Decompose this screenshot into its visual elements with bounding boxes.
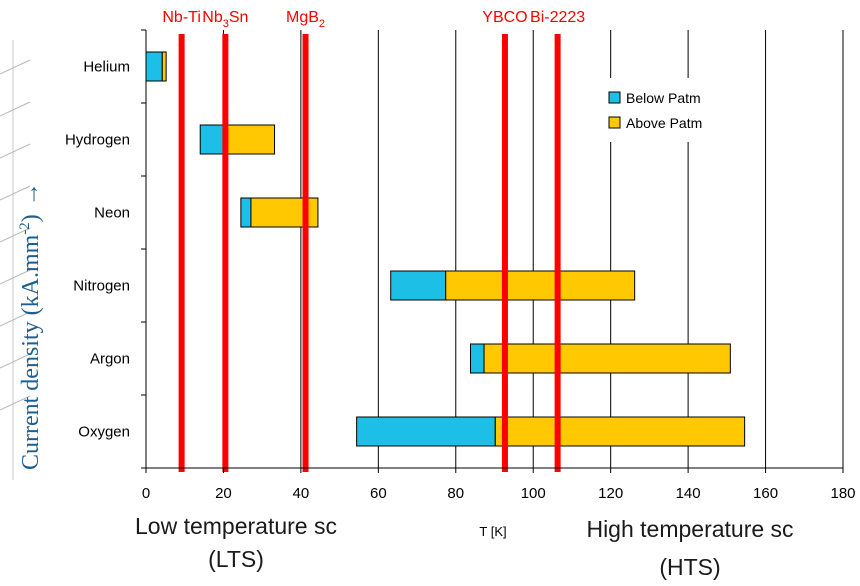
bars: [145, 51, 746, 447]
sc-label-mgb: MgB2: [286, 9, 325, 30]
current-density-close: ): [18, 214, 44, 222]
current-density-sup: -2: [17, 222, 33, 235]
sc-label-subscript: 3: [223, 18, 229, 30]
current-density-label: Current density (kA.mm-2) →: [17, 182, 44, 470]
current-density-text: Current density (kA.mm: [18, 234, 44, 470]
sc-label-main: Bi-2223: [530, 9, 585, 26]
x-axis-title: T [K]: [479, 524, 506, 539]
bar-oxygen-below: [356, 416, 496, 447]
category-label-nitrogen: Nitrogen: [73, 278, 130, 295]
legend-label-below: Below Patm: [626, 90, 701, 106]
axes: [141, 29, 844, 473]
legend-swatch-below: [608, 91, 621, 104]
bar-helium-below: [145, 51, 163, 82]
bar-argon-above: [483, 343, 731, 374]
category-label-argon: Argon: [90, 351, 130, 368]
x-tick-label: 40: [293, 485, 310, 502]
bg-fragment-line: [0, 353, 31, 369]
bg-fragment-line: [0, 269, 31, 285]
x-tick-label: 80: [447, 485, 464, 502]
bg-fragment-line: [0, 311, 31, 327]
sc-label-main: YBCO: [482, 9, 527, 26]
sc-label-bi-2223: Bi-2223: [530, 9, 585, 26]
category-label-neon: Neon: [94, 205, 130, 222]
sc-label-suffix: Sn: [229, 9, 249, 26]
category-label-oxygen: Oxygen: [78, 424, 130, 441]
category-labels: Helium Hydrogen Neon Nitrogen Argon Oxygen: [65, 59, 130, 441]
bg-fragment-line: [0, 185, 31, 201]
sc-label-main: Nb-Ti: [162, 9, 201, 26]
background-graph-fragment: [0, 40, 31, 480]
sc-label-main: MgB: [286, 9, 319, 26]
category-label-hydrogen: Hydrogen: [65, 132, 130, 149]
current-density-arrow: →: [18, 182, 44, 206]
bg-fragment-line: [0, 227, 31, 243]
sc-label-nb-ti: Nb-Ti: [162, 9, 201, 26]
x-tick-label: 60: [370, 485, 387, 502]
bg-fragment-line: [0, 143, 31, 159]
lts-label-line2: (LTS): [208, 546, 264, 572]
bg-fragment-line: [0, 395, 31, 411]
x-tick-label: 120: [598, 485, 623, 502]
bg-fragment-line: [0, 59, 31, 75]
bar-nitrogen-below: [390, 270, 447, 301]
legend-label-above: Above Patm: [626, 115, 702, 131]
bar-nitrogen-above: [445, 270, 636, 301]
legend-box: [601, 78, 749, 142]
lts-label-line1: Low temperature sc: [135, 513, 337, 539]
x-tick-labels: 0 20 40 60 80 100 120 140 160 180: [142, 485, 856, 502]
bg-fragment-line: [0, 101, 31, 117]
superconductor-lines: [178, 34, 561, 472]
x-tick-label: 140: [676, 485, 701, 502]
x-tick-label: 160: [753, 485, 778, 502]
sc-label-ybco: YBCO: [482, 9, 527, 26]
bar-neon-below: [240, 197, 252, 228]
category-label-helium: Helium: [83, 59, 130, 76]
bar-hydrogen-below: [199, 124, 226, 155]
superconductor-labels: Nb-Ti Nb3Sn MgB2 YBCO Bi-2223: [162, 9, 585, 30]
sc-label-subscript: 2: [319, 18, 325, 30]
bar-hydrogen-above: [224, 124, 276, 155]
x-tick-label: 20: [215, 485, 232, 502]
legend: Below Patm Above Patm: [601, 78, 749, 142]
grid-lines: [222, 30, 844, 468]
sc-label-main: Nb: [202, 9, 223, 26]
x-tick-label: 0: [142, 485, 150, 502]
legend-swatch-above: [608, 116, 621, 129]
x-tick-label: 180: [830, 485, 855, 502]
hts-label-line1: High temperature sc: [586, 516, 793, 542]
bar-argon-below: [469, 343, 485, 374]
sc-label-nbsn: Nb3Sn: [202, 9, 248, 30]
hts-label-line2: (HTS): [659, 554, 720, 580]
bar-helium-above: [161, 51, 167, 82]
bar-oxygen-above: [494, 416, 746, 447]
x-tick-label: 100: [521, 485, 546, 502]
